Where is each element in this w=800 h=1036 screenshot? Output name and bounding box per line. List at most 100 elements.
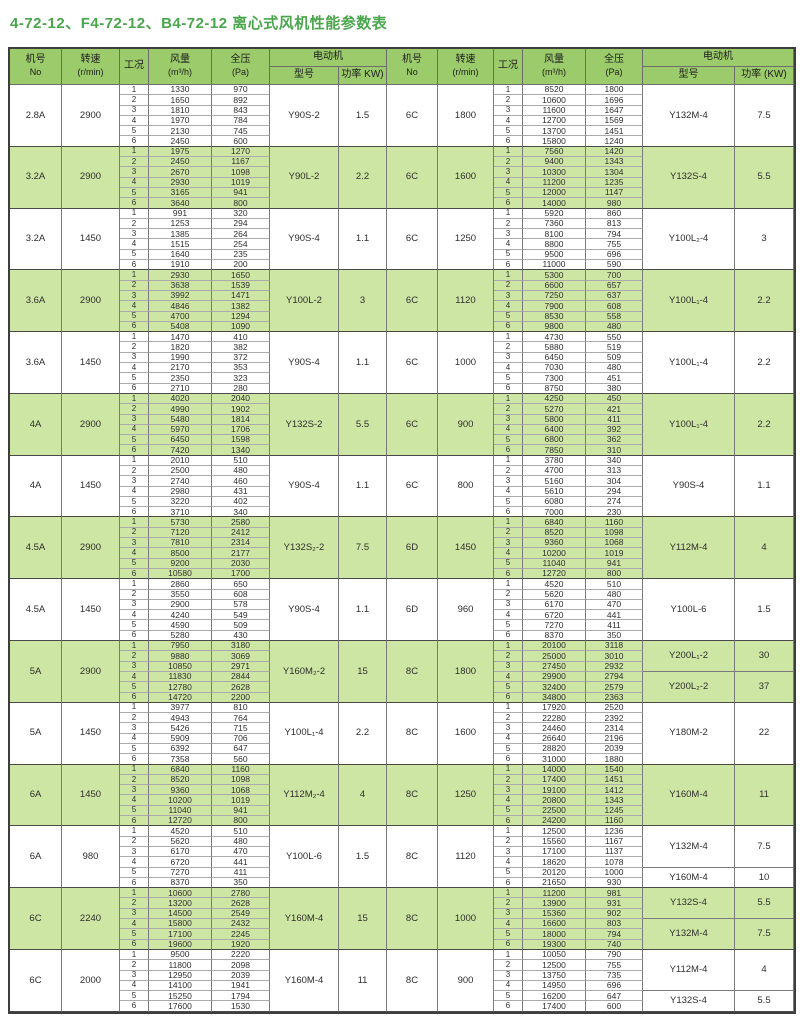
condition-cell: 2 (120, 774, 149, 786)
fan-size-cell: 6A (10, 826, 62, 889)
col-header-airflow-left: 风量 (m³/h) (149, 49, 212, 85)
condition-cell: 5 (494, 867, 523, 878)
fan-size-cell: 3.6A (10, 270, 62, 333)
condition-cell: 6 (120, 630, 149, 642)
pressure-cell: 480 (586, 321, 643, 333)
pressure-cell: 2363 (586, 692, 643, 703)
condition-cell: 2 (120, 465, 149, 477)
condition-cell: 4 (120, 733, 149, 744)
motor-power-cell: 5.5 (735, 888, 794, 920)
condition-cell: 4 (120, 980, 149, 992)
airflow-cell: 991 (149, 208, 212, 219)
condition-cell: 2 (120, 342, 149, 353)
pressure-cell: 706 (212, 733, 270, 744)
airflow-cell: 7000 (523, 507, 586, 518)
pressure-cell: 392 (586, 424, 643, 436)
airflow-cell: 4700 (523, 465, 586, 477)
condition-cell: 6 (494, 383, 523, 394)
airflow-cell: 6720 (149, 857, 212, 868)
pressure-cell: 460 (212, 476, 270, 487)
airflow-cell: 5270 (523, 404, 586, 415)
condition-cell: 2 (120, 404, 149, 415)
airflow-cell: 10050 (523, 949, 586, 961)
pressure-cell: 2200 (212, 692, 270, 703)
condition-cell: 1 (494, 455, 523, 466)
condition-cell: 5 (120, 620, 149, 631)
pressure-cell: 294 (586, 486, 643, 497)
airflow-cell: 13200 (149, 898, 212, 909)
condition-cell: 1 (120, 146, 149, 158)
condition-cell: 6 (494, 1001, 523, 1012)
airflow-cell: 8500 (149, 548, 212, 559)
speed-cell: 1450 (62, 332, 120, 394)
airflow-cell: 25000 (523, 651, 586, 662)
pressure-cell: 410 (212, 332, 270, 343)
motor-model-cell: Y90S-4 (270, 455, 339, 518)
pressure-cell: 451 (586, 373, 643, 384)
condition-cell: 1 (120, 455, 149, 466)
condition-cell: 3 (494, 970, 523, 981)
condition-cell: 4 (494, 115, 523, 127)
pressure-cell: 794 (586, 929, 643, 940)
motor-power-cell: 22 (735, 702, 794, 765)
airflow-cell: 7030 (523, 363, 586, 374)
condition-cell: 6 (120, 568, 149, 580)
condition-cell: 4 (120, 795, 149, 806)
airflow-cell: 14100 (149, 980, 212, 992)
airflow-cell: 4520 (523, 579, 586, 590)
pressure-cell: 1540 (586, 764, 643, 775)
pressure-cell: 2580 (212, 517, 270, 528)
motor-power-cell: 5.5 (339, 393, 387, 456)
pressure-cell: 600 (212, 136, 270, 147)
airflow-cell: 7900 (523, 301, 586, 312)
condition-cell: 2 (494, 404, 523, 415)
airflow-cell: 19600 (149, 939, 212, 950)
condition-cell: 4 (120, 363, 149, 374)
pressure-cell: 441 (212, 857, 270, 868)
airflow-cell: 11800 (149, 960, 212, 971)
pressure-cell: 235 (212, 249, 270, 261)
speed-cell: 1250 (438, 764, 494, 827)
airflow-cell: 9800 (523, 321, 586, 333)
pressure-cell: 510 (586, 579, 643, 590)
condition-cell: 5 (120, 126, 149, 137)
fan-size-cell: 4.5A (10, 517, 62, 580)
airflow-cell: 1640 (149, 249, 212, 261)
pressure-cell: 813 (586, 218, 643, 230)
pressure-cell: 1343 (586, 795, 643, 806)
airflow-cell: 16600 (523, 919, 586, 930)
condition-cell: 2 (120, 95, 149, 106)
speed-cell: 2240 (62, 888, 120, 950)
airflow-cell: 2930 (149, 270, 212, 281)
pressure-cell: 1147 (586, 187, 643, 199)
condition-cell: 3 (494, 723, 523, 734)
fan-size-cell: 4A (10, 455, 62, 518)
airflow-cell: 12720 (149, 816, 212, 827)
condition-cell: 4 (494, 919, 523, 930)
motor-model-cell: Y132S-2 (270, 393, 339, 456)
airflow-cell: 2170 (149, 363, 212, 374)
condition-cell: 2 (120, 960, 149, 971)
airflow-cell: 15360 (523, 908, 586, 920)
condition-cell: 2 (494, 95, 523, 106)
condition-cell: 1 (120, 270, 149, 281)
pressure-cell: 1294 (212, 311, 270, 322)
pressure-cell: 310 (586, 445, 643, 456)
condition-cell: 5 (120, 373, 149, 384)
airflow-cell: 6170 (523, 599, 586, 611)
condition-cell: 4 (120, 301, 149, 312)
condition-cell: 3 (494, 661, 523, 672)
pressure-cell: 3118 (586, 641, 643, 652)
motor-model-cell: Y90S-2 (270, 85, 339, 147)
page-title: 4-72-12、F4-72-12、B4-72-12 离心式风机性能参数表 (10, 15, 388, 32)
condition-cell: 5 (494, 558, 523, 569)
pressure-cell: 2844 (212, 671, 270, 683)
pressure-cell: 1270 (212, 146, 270, 158)
airflow-cell: 17100 (523, 846, 586, 858)
pressure-cell: 430 (212, 630, 270, 642)
speed-cell: 1000 (438, 332, 494, 394)
speed-cell: 1450 (62, 702, 120, 765)
airflow-cell: 14950 (523, 980, 586, 992)
condition-cell: 3 (494, 229, 523, 240)
fan-size-cell: 6C (387, 455, 438, 518)
